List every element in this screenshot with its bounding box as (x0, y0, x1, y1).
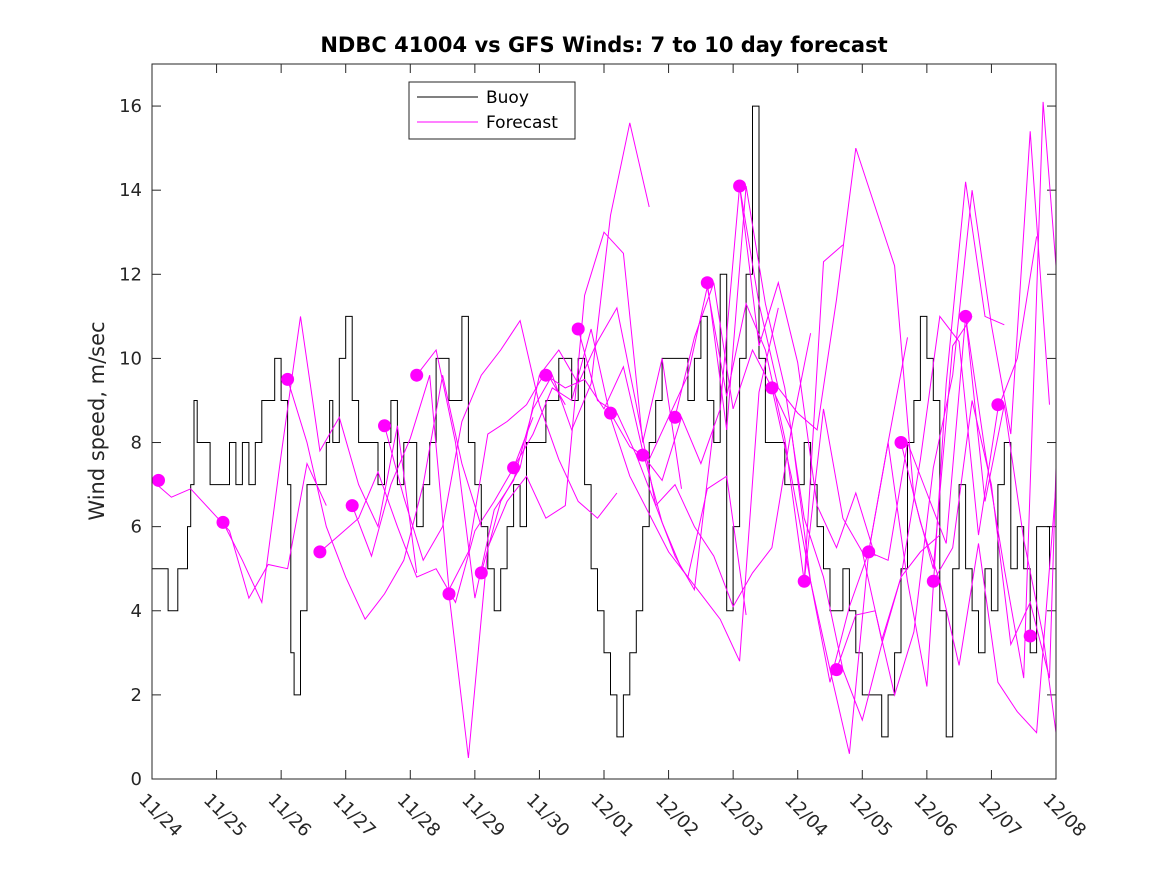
y-tick-label: 8 (131, 433, 142, 454)
forecast-marker (507, 461, 521, 475)
y-axis-label: Wind speed, m/sec (85, 321, 109, 520)
y-tick-label: 10 (119, 348, 142, 369)
forecast-marker (216, 515, 230, 529)
forecast-marker (378, 419, 391, 433)
buoy-line (152, 105, 1057, 738)
forecast-line (319, 417, 534, 604)
y-tick-label: 6 (131, 517, 142, 538)
forecast-markers (152, 179, 1037, 677)
forecast-marker (281, 372, 295, 386)
y-tick-label: 2 (131, 685, 142, 706)
forecast-line (932, 400, 1057, 679)
forecast-marker (797, 574, 811, 588)
forecast-marker (571, 322, 585, 336)
forecast-line (151, 461, 327, 600)
forecast-line (287, 375, 482, 621)
forecast-marker (636, 448, 650, 462)
forecast-marker (830, 663, 843, 677)
forecast-marker (765, 381, 779, 395)
legend: Buoy Forecast (408, 81, 576, 140)
forecast-marker (1023, 629, 1037, 643)
legend-forecast-label: Forecast (486, 113, 558, 133)
forecast-line (384, 319, 618, 562)
forecast-line (222, 316, 418, 605)
plot-frame (151, 63, 1057, 780)
forecast-marker (539, 368, 553, 382)
y-tick-label: 12 (119, 264, 142, 285)
buoy-series (152, 105, 1057, 738)
forecast-line (900, 442, 1057, 734)
y-tick-label: 0 (131, 769, 142, 790)
forecast-line (836, 131, 1050, 697)
forecast-marker (700, 276, 714, 290)
y-tick-label: 16 (119, 96, 142, 117)
forecast-marker (345, 499, 359, 513)
forecast-marker (474, 566, 488, 580)
legend-box (408, 81, 576, 140)
legend-buoy-label: Buoy (486, 88, 529, 108)
forecast-marker (442, 587, 456, 601)
forecast-marker (410, 368, 424, 382)
chart-title: NDBC 41004 vs GFS Winds: 7 to 10 day for… (320, 33, 887, 57)
forecast-marker (894, 436, 908, 449)
forecast-line (513, 328, 747, 616)
forecast-line (351, 369, 566, 592)
forecast-marker (959, 309, 973, 323)
forecast-marker (926, 574, 940, 588)
forecast-marker (733, 179, 747, 193)
forecast-marker (991, 398, 1005, 412)
forecast-line (545, 307, 779, 662)
y-tick-label: 4 (131, 601, 142, 622)
forecast-marker (668, 410, 682, 424)
forecast-marker (152, 473, 165, 487)
forecast-marker (604, 406, 617, 420)
forecast-line (965, 316, 1057, 733)
forecast-line (416, 122, 650, 599)
forecast-marker (313, 545, 327, 559)
y-tick-label: 14 (119, 180, 142, 201)
forecast-marker (862, 545, 876, 559)
